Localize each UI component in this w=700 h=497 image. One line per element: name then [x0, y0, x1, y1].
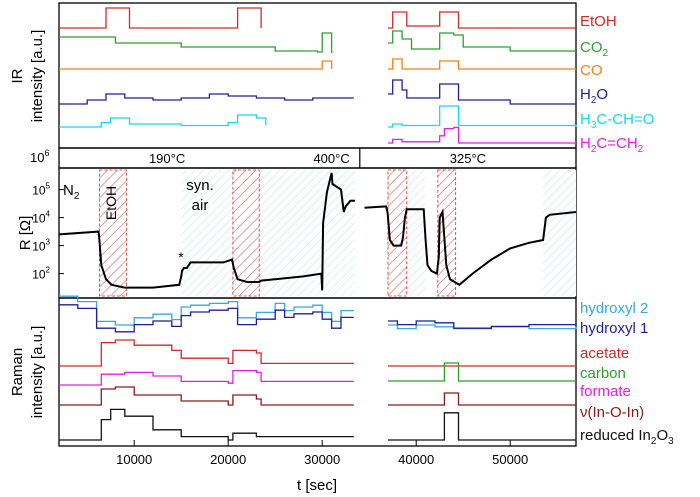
air-window-2: [404, 170, 426, 296]
raman-panel-frame: [58, 297, 577, 447]
raman-legend-item-5: ν(In-O-In): [580, 404, 644, 421]
annotation-etoh: EtOH: [103, 186, 119, 220]
raman-series-line-2: [59, 339, 576, 367]
x-tick-label-4: 50000: [492, 452, 528, 467]
r-ytick-label-1: 103: [32, 238, 50, 254]
temp-left-value: 106: [30, 148, 49, 165]
annotation-n2: N2: [63, 182, 80, 202]
r-panel-windows: [99, 169, 576, 297]
ir-legend-item-0: EtOH: [580, 13, 617, 30]
ir-legend-item-3: H2O: [580, 86, 608, 106]
ir-legend-item-4: H3C-CH=O: [580, 111, 654, 131]
x-axis-label: t [sec]: [297, 477, 337, 494]
raman-series-line-4: [59, 369, 356, 386]
ir-series-line-5: [388, 126, 576, 144]
ethanol-window-1: [232, 169, 260, 297]
x-tick-label-2: 30000: [304, 452, 340, 467]
axis-break-ir: [353, 4, 366, 147]
raman-series-line-3: [388, 362, 576, 382]
annotation-syn: syn.: [186, 177, 214, 194]
raman-series-group: [59, 295, 577, 441]
ir-legend-item-1: CO2: [580, 39, 609, 59]
raman-legend-item-6: reduced In2O3: [580, 427, 674, 447]
temp-segment-400: 400°C: [313, 151, 349, 166]
ir-ylabel-line1: IR: [9, 68, 26, 83]
raman-legend: hydroxyl 2 hydroxyl 1 acetate carbonformate…: [580, 300, 674, 447]
ethanol-window-2: [387, 169, 408, 297]
raman-series-line-5: [59, 386, 576, 406]
ir-legend-item-5: H2C=CH2: [580, 135, 644, 155]
ir-legend: EtOH CO2 CO H2O H3C-CH=O H2C=CH2: [580, 13, 654, 155]
raman-ylabel-line2: intensity [a.u.]: [29, 326, 46, 419]
temp-segment-325: 325°C: [450, 151, 486, 166]
ir-legend-item-2: CO: [580, 62, 603, 79]
ir-series-group: [59, 7, 577, 144]
annotation-air: air: [192, 197, 209, 214]
resistance-curve: [58, 172, 577, 291]
ethanol-window-3: [437, 169, 457, 297]
air-window-0: [181, 170, 233, 296]
axis-break-raman: [353, 299, 366, 445]
raman-legend-item-4: formate: [580, 383, 631, 400]
raman-series-line-1: [59, 304, 577, 333]
r-ytick-label-2: 104: [32, 210, 50, 226]
raman-series-line-6: [59, 408, 576, 441]
x-ticks-group: 10000 20000 30000 40000 50000: [116, 440, 528, 467]
ir-series-line-3: [59, 79, 577, 105]
ir-series-line-1: [59, 30, 576, 53]
raman-legend-item-0: hydroxyl 2: [580, 300, 648, 317]
raman-ylabel-line1: Raman: [9, 348, 26, 396]
x-tick-label-0: 10000: [116, 452, 152, 467]
ir-panel-frame: [58, 2, 577, 149]
raman-legend-item-1: hydroxyl 1: [580, 320, 648, 337]
x-tick-label-3: 40000: [398, 452, 434, 467]
annotation-star: *: [178, 249, 184, 265]
r-yticks-group: 102 103 104 105: [32, 182, 64, 282]
ir-ylabel-line2: intensity [a.u.]: [29, 30, 46, 123]
air-window-3: [543, 170, 576, 296]
x-tick-label-1: 20000: [210, 452, 246, 467]
raman-legend-item-3: carbon: [580, 365, 626, 382]
r-ytick-label-0: 102: [32, 266, 50, 282]
r-ytick-label-3: 105: [32, 182, 50, 198]
ir-series-line-4: [59, 105, 577, 128]
raman-legend-item-2: acetate: [580, 345, 629, 362]
temp-segment-190: 190°C: [149, 151, 185, 166]
ir-series-line-2: [59, 58, 576, 70]
ir-series-line-0: [59, 7, 576, 29]
r-series-group: [58, 172, 577, 291]
r-ylabel: R [Ω]: [17, 216, 34, 251]
